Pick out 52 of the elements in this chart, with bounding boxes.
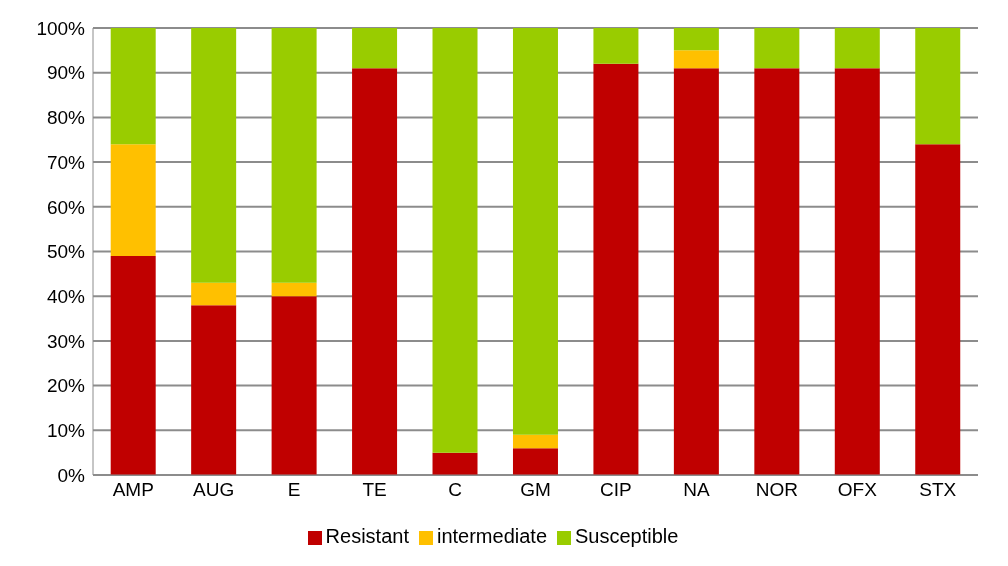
x-tick-label: TE [362, 479, 387, 501]
legend-label: Susceptible [575, 525, 679, 547]
x-tick-label: STX [919, 479, 957, 501]
bar [352, 68, 398, 475]
bar [593, 28, 639, 64]
bar [593, 63, 639, 475]
bar [754, 68, 800, 475]
y-tick-label: 10% [46, 420, 86, 442]
bar [110, 144, 156, 256]
bar [673, 50, 719, 69]
x-tick-label: NA [683, 479, 710, 501]
x-tick-label: C [448, 479, 462, 501]
bar [191, 28, 237, 283]
bar [834, 68, 880, 475]
bar [271, 282, 317, 297]
bar [673, 68, 719, 475]
x-tick-label: AMP [112, 479, 154, 501]
bar [915, 28, 961, 145]
bar [110, 28, 156, 145]
bar [673, 28, 719, 51]
bar [512, 434, 558, 449]
x-tick-label: CIP [600, 479, 632, 501]
legend-label: Resistant [325, 525, 409, 547]
bar [352, 28, 398, 69]
y-tick-label: 100% [36, 17, 86, 39]
x-tick-label: GM [520, 479, 551, 501]
x-tick-label: E [287, 479, 301, 501]
bar [432, 452, 478, 475]
y-tick-label: 80% [46, 107, 86, 129]
bar [191, 305, 237, 475]
bar [834, 28, 880, 69]
legend-label: intermediate [436, 525, 548, 547]
bar [915, 144, 961, 475]
y-tick-label: 40% [46, 285, 86, 307]
bar [191, 282, 237, 306]
y-tick-label: 50% [46, 241, 86, 263]
x-tick-label: AUG [193, 479, 235, 501]
bar [110, 255, 156, 475]
bar [512, 448, 558, 475]
bar [271, 296, 317, 475]
bar [512, 28, 558, 435]
bar [432, 28, 478, 453]
y-tick-label: 60% [46, 196, 86, 218]
bar [754, 28, 800, 69]
y-tick-label: 20% [46, 375, 86, 397]
x-tick-label: NOR [755, 479, 798, 501]
y-tick-label: 90% [46, 62, 86, 84]
x-tick-label: OFX [837, 479, 878, 501]
y-tick-label: 0% [57, 464, 86, 486]
y-tick-label: 70% [46, 151, 86, 173]
bar [271, 28, 317, 283]
y-tick-label: 30% [46, 330, 86, 352]
